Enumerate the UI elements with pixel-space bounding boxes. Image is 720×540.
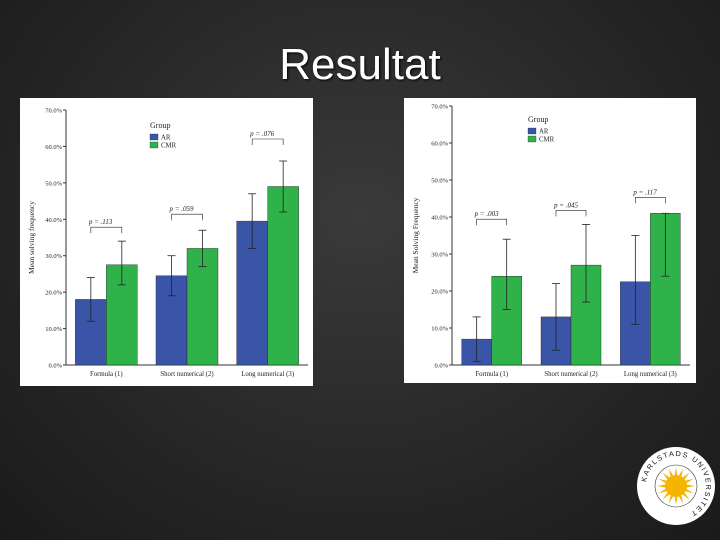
bar-ar [155, 275, 188, 366]
sun-ray [678, 468, 684, 477]
sun-ray [682, 492, 690, 500]
legend-swatch [149, 141, 159, 149]
y-axis-label: Mean Solving Frequency [411, 197, 420, 273]
legend-label: AR [161, 135, 171, 142]
y-tick-label: 70.0% [45, 108, 62, 115]
bar-cmr [186, 248, 219, 366]
x-tick-label: Formula (1) [90, 371, 123, 378]
legend-swatch [527, 127, 537, 135]
p-value-annotation: p = .117 [632, 188, 657, 196]
y-tick-label: 0.0% [434, 363, 448, 370]
significance-bracket [251, 138, 284, 145]
legend-swatch [149, 133, 159, 141]
p-value-annotation: p = .045 [553, 201, 578, 209]
y-tick-label: 20.0% [431, 289, 448, 296]
significance-bracket [476, 218, 507, 226]
significance-bracket [635, 197, 666, 204]
y-tick-label: 50.0% [431, 178, 448, 185]
sun-ray [674, 496, 678, 505]
chart-right-svg: 0.0% 10.0% 20.0% 30.0% 40.0% 50.0% 60.0% 70.0% M… [411, 104, 690, 378]
x-tick-label: Short numerical (2) [160, 371, 213, 378]
y-axis-label: Mean solving frequency [27, 201, 36, 274]
y-tick-label: 60.0% [45, 144, 62, 151]
y-tick-label: 70.0% [431, 104, 448, 111]
y-tick-label: 10.0% [45, 326, 62, 333]
university-logo: KARLSTADS UNIVERSITET [637, 447, 715, 525]
significance-bracket [90, 226, 123, 234]
sun-ray [674, 467, 678, 476]
legend-swatch [527, 135, 537, 143]
legend-label: CMR [539, 137, 555, 144]
chart-left-svg: 0.0% 10.0% 20.0% 30.0% 40.0% 50.0% 60.0% 70.0% M… [27, 108, 308, 378]
y-tick-label: 60.0% [431, 141, 448, 148]
y-tick-label: 40.0% [45, 217, 62, 224]
sun-ray [685, 488, 694, 494]
sun-ray [657, 484, 666, 488]
sun-icon [657, 467, 695, 505]
sun-ray [678, 495, 684, 504]
slide-title: Resultat [279, 40, 441, 89]
significance-bracket [555, 210, 587, 217]
sun-ray [686, 484, 695, 488]
sun-ray [662, 472, 670, 480]
y-tick-label: 20.0% [45, 290, 62, 297]
y-tick-label: 50.0% [45, 180, 62, 187]
y-tick-label: 10.0% [431, 326, 448, 333]
legend-title: Group [528, 115, 548, 124]
p-value-annotation: p = .003 [474, 210, 499, 218]
sun-ray [685, 478, 694, 484]
y-tick-label: 30.0% [431, 252, 448, 259]
x-tick-label: Long numerical (3) [624, 371, 677, 378]
p-value-annotation: p = .059 [169, 205, 194, 213]
y-tick-label: 40.0% [431, 215, 448, 222]
chart-right: 0.0% 10.0% 20.0% 30.0% 40.0% 50.0% 60.0% 70.0% M… [404, 98, 696, 383]
legend-label: AR [539, 129, 549, 136]
y-tick-label: 0.0% [48, 363, 62, 370]
chart-left: 0.0% 10.0% 20.0% 30.0% 40.0% 50.0% 60.0% 70.0% M… [20, 98, 313, 386]
sun-ray [662, 492, 670, 500]
sun-ray [658, 478, 667, 484]
p-value-annotation: p = .113 [88, 218, 113, 226]
sun-ray [668, 495, 674, 504]
significance-bracket [171, 213, 203, 221]
y-tick-label: 30.0% [45, 253, 62, 260]
legend-label: CMR [161, 143, 177, 150]
x-tick-label: Short numerical (2) [544, 371, 597, 378]
sun-ray [668, 468, 674, 477]
x-tick-label: Formula (1) [475, 371, 508, 378]
sun-ray [682, 472, 690, 480]
x-tick-label: Long numerical (3) [241, 371, 294, 378]
sun-ray [658, 488, 667, 494]
bar-cmr [267, 186, 299, 366]
legend-title: Group [150, 121, 170, 130]
p-value-annotation: p = .076 [249, 130, 274, 138]
